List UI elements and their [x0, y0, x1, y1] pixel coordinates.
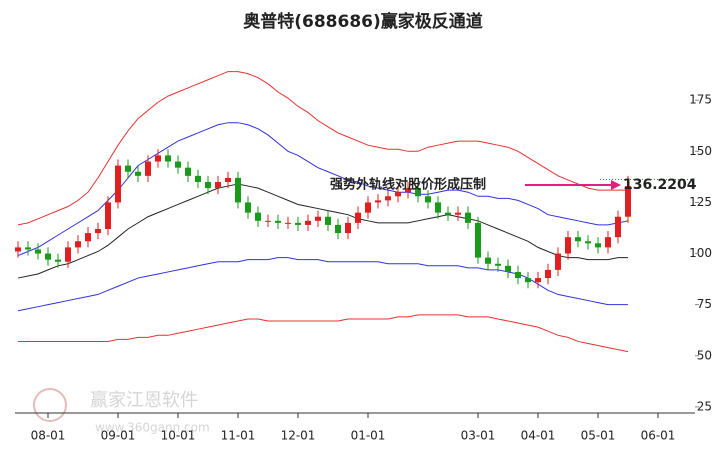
x-tick-label: 05-01: [581, 429, 616, 443]
candle-body: [485, 257, 491, 264]
x-tick-label: 12-01: [281, 429, 316, 443]
candle-body: [125, 165, 131, 172]
candle-body: [335, 224, 341, 234]
candle-body: [615, 216, 621, 238]
candle-body: [375, 200, 381, 203]
candle-body: [185, 167, 191, 176]
candle-body: [105, 202, 111, 229]
candle-body: [575, 237, 581, 242]
candle-body: [205, 181, 211, 189]
x-tick-label: 04-01: [521, 429, 556, 443]
candle-body: [25, 247, 31, 250]
candle-body: [325, 216, 331, 225]
candle-body: [145, 161, 151, 176]
channel-line: [18, 314, 629, 353]
chart-title: 奥普特(688686)赢家极反通道: [243, 11, 483, 32]
candle-body: [315, 216, 321, 221]
candle-body: [95, 229, 101, 234]
channel-line: [17, 122, 629, 257]
candle-body: [625, 186, 631, 217]
y-tick-label: 75: [697, 297, 712, 311]
candle-body: [275, 220, 281, 223]
candle-body: [475, 222, 481, 258]
candle-body: [75, 241, 81, 248]
channel-line: [17, 183, 628, 279]
candle-body: [15, 247, 21, 252]
candle-body: [345, 222, 351, 234]
y-tick-label: 125: [689, 195, 712, 209]
candle-body: [585, 241, 591, 244]
candle-body: [545, 269, 551, 279]
candle-body: [555, 253, 561, 270]
x-tick-label: 08-01: [31, 429, 66, 443]
candle-body: [45, 253, 51, 260]
candle-body: [445, 212, 451, 215]
candle-body: [415, 188, 421, 197]
candle-body: [305, 220, 311, 225]
annotation-arrowhead: [611, 180, 621, 190]
candle-body: [155, 155, 161, 162]
candle-body: [595, 243, 601, 248]
watermark-name: 赢家江恩软件: [90, 389, 198, 411]
candle-body: [55, 259, 61, 262]
x-tick-label: 01-01: [351, 429, 386, 443]
x-tick-label: 03-01: [461, 429, 496, 443]
watermark: 赢家江恩软件 www.360gann.com: [33, 388, 210, 435]
y-tick-label: 50: [697, 348, 712, 362]
candle-body: [255, 212, 261, 221]
candle-body: [385, 196, 391, 201]
y-tick-label: 100: [689, 246, 712, 260]
watermark-url: www.360gann.com: [95, 421, 210, 435]
x-tick-label: 10-01: [161, 429, 196, 443]
y-tick-label: 175: [689, 93, 712, 107]
x-tick-label: 06-01: [641, 429, 676, 443]
candle-body: [35, 249, 41, 254]
candle-body: [175, 161, 181, 168]
candle-body: [215, 181, 221, 189]
channel-line: [17, 257, 628, 312]
candle-body: [515, 271, 521, 279]
candle-body: [195, 175, 201, 182]
candle-body: [535, 278, 541, 283]
candle-body: [115, 165, 121, 203]
candle-body: [225, 177, 231, 182]
candle-body: [565, 237, 571, 254]
candle-body: [355, 212, 361, 223]
y-tick-label: 25: [697, 399, 712, 413]
candle-body: [435, 202, 441, 213]
candle-body: [505, 265, 511, 272]
candle-body: [455, 212, 461, 215]
candle-body: [495, 263, 501, 266]
candle-body: [285, 222, 291, 224]
candle-body: [85, 233, 91, 242]
y-tick-label: 150: [689, 144, 712, 158]
candle-body: [365, 202, 371, 213]
candle-body: [135, 171, 141, 176]
candle-body: [465, 212, 471, 223]
annotation-text: 强势外轨线对股价形成压制: [330, 177, 486, 193]
candle-body: [425, 196, 431, 203]
channel-line: [17, 71, 628, 226]
candle-body: [395, 192, 401, 197]
candle-body: [245, 202, 251, 213]
watermark-logo: [33, 388, 67, 422]
candle-body: [525, 278, 531, 283]
candle-body: [405, 188, 411, 193]
candle-body: [605, 237, 611, 248]
x-tick-label: 09-01: [101, 429, 136, 443]
annotation-value: 136.2204: [623, 177, 697, 193]
candle-body: [165, 155, 171, 162]
candle-body: [265, 220, 271, 222]
x-tick-label: 11-01: [221, 429, 256, 443]
candle-body: [295, 222, 301, 225]
candle-body: [65, 247, 71, 262]
candle-body: [235, 177, 241, 203]
